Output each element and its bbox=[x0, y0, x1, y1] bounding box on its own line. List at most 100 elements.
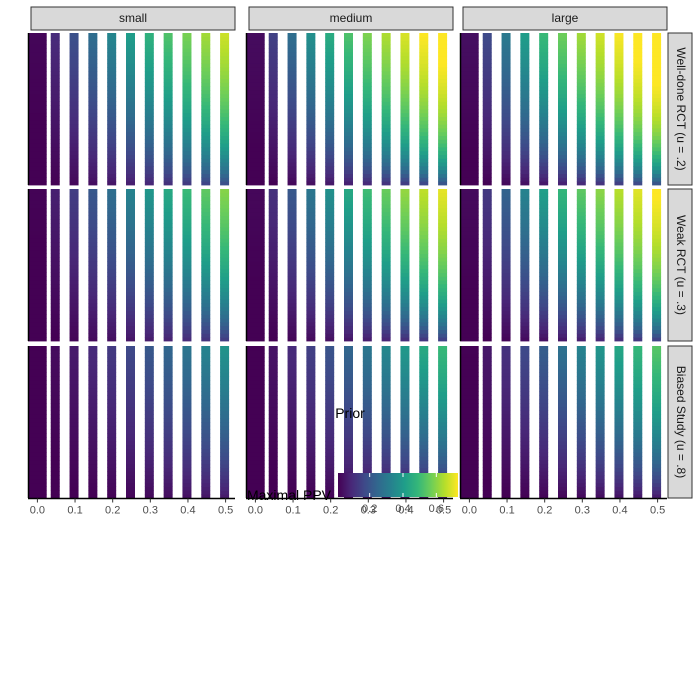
heatmap-tile bbox=[126, 444, 135, 449]
heatmap-tile bbox=[576, 55, 586, 60]
heatmap-tile bbox=[576, 63, 586, 68]
heatmap-tile bbox=[306, 253, 316, 258]
heatmap-tile bbox=[539, 318, 549, 323]
heatmap-tile bbox=[50, 257, 60, 262]
heatmap-tile bbox=[633, 166, 643, 171]
heatmap-tile bbox=[220, 249, 230, 254]
heatmap-tile bbox=[163, 346, 173, 351]
heatmap-tile bbox=[520, 71, 530, 76]
heatmap-tile bbox=[576, 460, 586, 465]
heatmap-tile bbox=[595, 253, 605, 258]
heatmap-tile bbox=[633, 463, 643, 468]
heatmap-tile bbox=[460, 192, 479, 197]
heatmap-tile bbox=[614, 433, 624, 438]
heatmap-tile bbox=[633, 139, 643, 144]
heatmap-tile bbox=[558, 166, 567, 171]
heatmap-tile bbox=[419, 154, 429, 159]
heatmap-tile bbox=[182, 33, 192, 38]
heatmap-tile bbox=[460, 467, 479, 472]
heatmap-tile bbox=[182, 422, 192, 427]
heatmap-tile bbox=[201, 196, 211, 201]
heatmap-tile bbox=[144, 295, 154, 300]
heatmap-tile bbox=[246, 242, 265, 247]
heatmap-tile bbox=[69, 208, 79, 213]
heatmap-tile bbox=[520, 143, 530, 148]
heatmap-tile bbox=[28, 192, 47, 197]
heatmap-tile bbox=[633, 368, 643, 373]
heatmap-tile bbox=[126, 112, 135, 117]
heatmap-tile bbox=[88, 276, 98, 281]
heatmap-tile bbox=[460, 166, 479, 171]
heatmap-tile bbox=[306, 105, 316, 110]
heatmap-tile bbox=[107, 372, 117, 377]
heatmap-tile bbox=[144, 310, 154, 315]
heatmap-tile bbox=[220, 196, 230, 201]
heatmap-tile bbox=[325, 310, 335, 315]
heatmap-tile bbox=[460, 204, 479, 209]
heatmap-tile bbox=[633, 444, 643, 449]
heatmap-tile bbox=[28, 40, 47, 45]
heatmap-tile bbox=[539, 333, 549, 338]
heatmap-tile bbox=[107, 333, 117, 338]
heatmap-tile bbox=[482, 173, 492, 178]
heatmap-tile bbox=[28, 433, 47, 438]
heatmap-tile bbox=[50, 166, 60, 171]
heatmap-tile bbox=[595, 475, 605, 480]
heatmap-tile bbox=[438, 169, 448, 174]
heatmap-tile bbox=[438, 116, 448, 121]
heatmap-tile bbox=[50, 422, 60, 427]
heatmap-tile bbox=[268, 391, 278, 396]
heatmap-tile bbox=[182, 189, 192, 194]
heatmap-tile bbox=[287, 109, 297, 114]
heatmap-tile bbox=[50, 208, 60, 213]
heatmap-tile bbox=[306, 490, 316, 495]
heatmap-tile bbox=[126, 261, 135, 266]
heatmap-tile bbox=[163, 181, 173, 186]
heatmap-tile bbox=[381, 192, 391, 197]
heatmap-tile bbox=[163, 86, 173, 91]
heatmap-tile bbox=[501, 433, 511, 438]
heatmap-tile bbox=[325, 429, 335, 434]
heatmap-tile bbox=[28, 322, 47, 327]
heatmap-tile bbox=[539, 86, 549, 91]
heatmap-tile bbox=[325, 357, 335, 362]
heatmap-tile bbox=[438, 291, 448, 296]
heatmap-tile bbox=[28, 71, 47, 76]
heatmap-tile bbox=[344, 116, 353, 121]
heatmap-tile bbox=[344, 368, 353, 373]
heatmap-tile bbox=[595, 365, 605, 370]
heatmap-tile bbox=[163, 299, 173, 304]
heatmap-tile bbox=[595, 494, 605, 499]
heatmap-tile bbox=[576, 494, 586, 499]
heatmap-tile bbox=[287, 444, 297, 449]
heatmap-tile bbox=[28, 429, 47, 434]
heatmap-tile bbox=[88, 463, 98, 468]
heatmap-tile bbox=[325, 238, 335, 243]
heatmap-tile bbox=[652, 284, 662, 289]
heatmap-tile bbox=[482, 265, 492, 270]
heatmap-tile bbox=[50, 353, 60, 358]
heatmap-tile bbox=[558, 322, 567, 327]
heatmap-tile bbox=[144, 329, 154, 334]
heatmap-tile bbox=[400, 406, 410, 411]
heatmap-tile bbox=[287, 325, 297, 330]
heatmap-tile bbox=[595, 246, 605, 251]
heatmap-tile bbox=[220, 372, 230, 377]
heatmap-tile bbox=[246, 128, 265, 133]
heatmap-tile bbox=[28, 36, 47, 41]
heatmap-tile bbox=[595, 196, 605, 201]
heatmap-tile bbox=[220, 230, 230, 235]
heatmap-tile bbox=[381, 200, 391, 205]
heatmap-tile bbox=[69, 479, 79, 484]
heatmap-tile bbox=[268, 268, 278, 273]
heatmap-tile bbox=[163, 441, 173, 446]
heatmap-tile bbox=[182, 211, 192, 216]
heatmap-tile bbox=[576, 253, 586, 258]
heatmap-tile bbox=[268, 463, 278, 468]
heatmap-tile bbox=[107, 391, 117, 396]
heatmap-tile bbox=[163, 314, 173, 319]
heatmap-tile bbox=[520, 399, 530, 404]
heatmap-tile bbox=[163, 257, 173, 262]
heatmap-tile bbox=[539, 456, 549, 461]
heatmap-tile bbox=[287, 227, 297, 232]
